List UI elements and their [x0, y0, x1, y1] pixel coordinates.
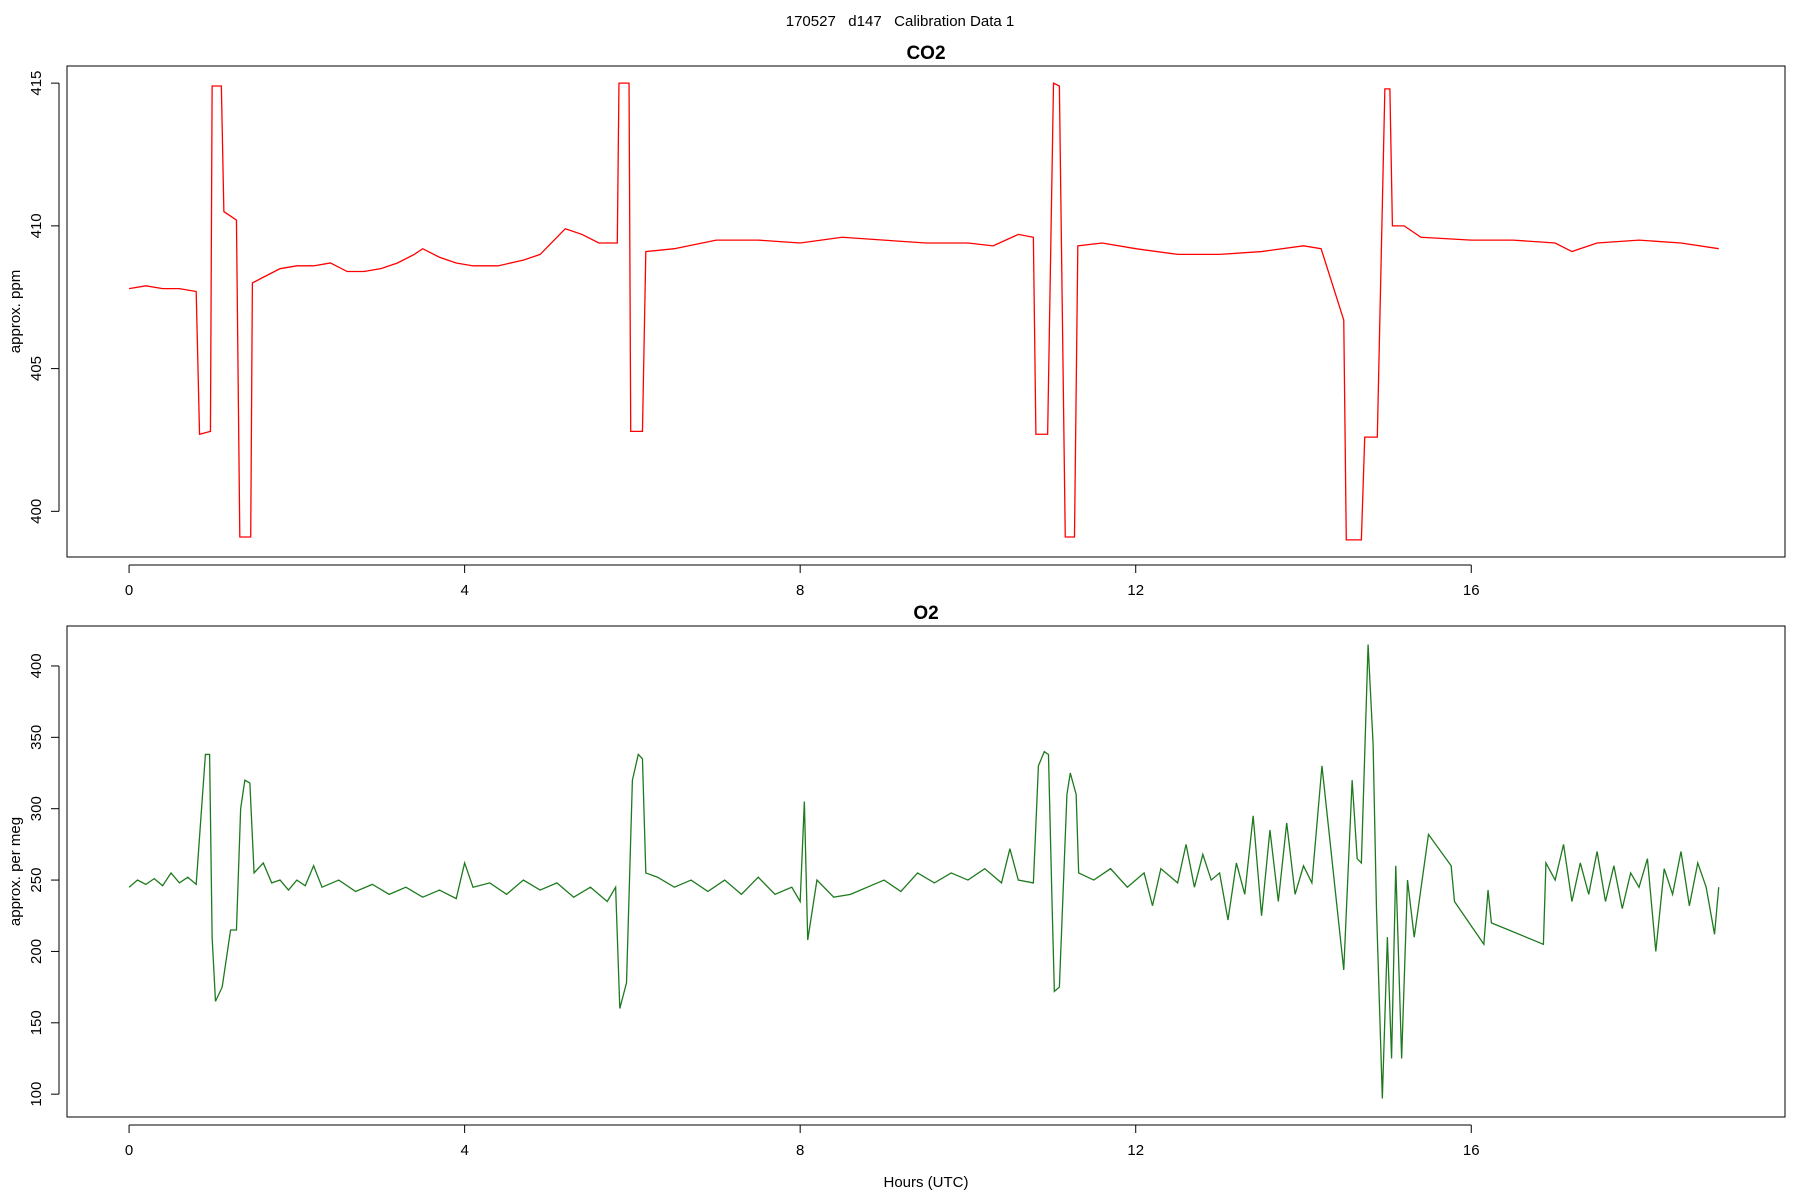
x-tick-label: 16 — [1463, 582, 1480, 599]
y-tick-label: 400 — [28, 653, 45, 678]
x-tick-label: 16 — [1463, 1142, 1480, 1159]
plot-frame — [66, 65, 1786, 558]
y-tick-label: 400 — [28, 499, 45, 524]
y-tick-label: 100 — [28, 1082, 45, 1107]
data-line — [128, 82, 1719, 541]
chart-title: CO2 — [906, 43, 945, 64]
plot-frame — [66, 625, 1786, 1118]
y-tick-label: 415 — [28, 71, 45, 96]
x-tick-label: 12 — [1127, 582, 1144, 599]
x-tick-label: 0 — [125, 582, 133, 599]
data-line — [128, 644, 1720, 1099]
x-tick-label: 4 — [460, 1142, 468, 1159]
x-tick-label: 8 — [796, 582, 804, 599]
y-tick-label: 300 — [28, 796, 45, 821]
x-tick-label: 4 — [460, 582, 468, 599]
y-tick-label: 150 — [28, 1010, 45, 1035]
x-tick-label: 12 — [1127, 1142, 1144, 1159]
y-tick-label: 250 — [28, 868, 45, 893]
y-tick-label: 410 — [28, 213, 45, 238]
y-axis-label: approx. per meg — [7, 817, 24, 926]
y-tick-label: 405 — [28, 356, 45, 381]
x-tick-label: 8 — [796, 1142, 804, 1159]
y-axis-label: approx. ppm — [7, 270, 24, 353]
figure-title: 170527 d147 Calibration Data 1 — [786, 13, 1015, 30]
x-tick-label: 0 — [125, 1142, 133, 1159]
chart-title: O2 — [913, 603, 938, 624]
x-axis-label: Hours (UTC) — [884, 1174, 969, 1191]
y-tick-label: 350 — [28, 725, 45, 750]
y-tick-label: 200 — [28, 939, 45, 964]
